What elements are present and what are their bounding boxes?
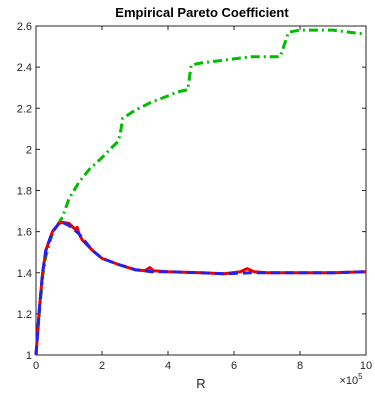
y-tick-label: 1	[26, 350, 32, 362]
plot-area	[36, 26, 366, 355]
y-tick-label: 2.6	[17, 21, 32, 33]
x-axis-multiplier-base: ×10	[339, 375, 358, 387]
x-tick-label: 4	[165, 360, 171, 372]
y-tick-label: 1.8	[17, 186, 32, 198]
chart-title: Empirical Pareto Coefficient	[115, 5, 289, 20]
y-tick-label: 1.6	[17, 227, 32, 239]
x-axis-multiplier: ×105	[339, 372, 363, 387]
x-tick-label: 6	[231, 360, 237, 372]
x-tick-label: 8	[297, 360, 303, 372]
x-tick-label: 2	[99, 360, 105, 372]
y-tick-label: 1.2	[17, 309, 32, 321]
y-tick-label: 2.2	[17, 103, 32, 115]
x-tick-label: 10	[360, 360, 372, 372]
y-tick-label: 1.4	[17, 268, 32, 280]
y-tick-label: 2	[26, 144, 32, 156]
y-tick-label: 2.4	[17, 62, 32, 74]
x-axis-multiplier-exponent: 5	[358, 372, 363, 381]
x-tick-label: 0	[33, 360, 39, 372]
x-axis-label: R	[196, 376, 205, 391]
